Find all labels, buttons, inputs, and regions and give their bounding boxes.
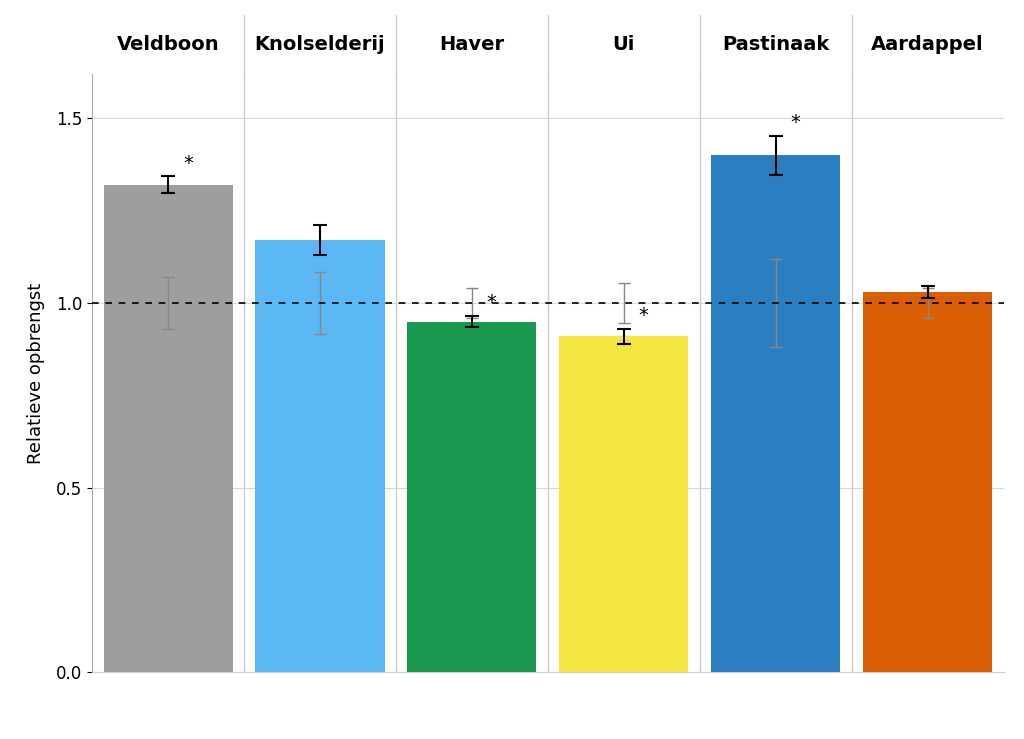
Text: Pastinaak: Pastinaak xyxy=(722,35,829,54)
Y-axis label: Relatieve opbrengst: Relatieve opbrengst xyxy=(27,282,45,464)
Text: *: * xyxy=(639,306,648,325)
Text: *: * xyxy=(486,293,497,312)
Text: *: * xyxy=(183,154,193,173)
Text: Aardappel: Aardappel xyxy=(871,35,984,54)
Bar xyxy=(559,336,688,672)
Bar xyxy=(863,292,992,672)
Text: Haver: Haver xyxy=(439,35,505,54)
Bar xyxy=(103,185,232,672)
Bar xyxy=(408,321,537,672)
Text: *: * xyxy=(791,113,801,132)
Text: Ui: Ui xyxy=(612,35,635,54)
Text: Veldboon: Veldboon xyxy=(117,35,219,54)
Bar xyxy=(255,240,385,672)
Bar xyxy=(711,155,841,672)
Text: Knolselderij: Knolselderij xyxy=(255,35,385,54)
